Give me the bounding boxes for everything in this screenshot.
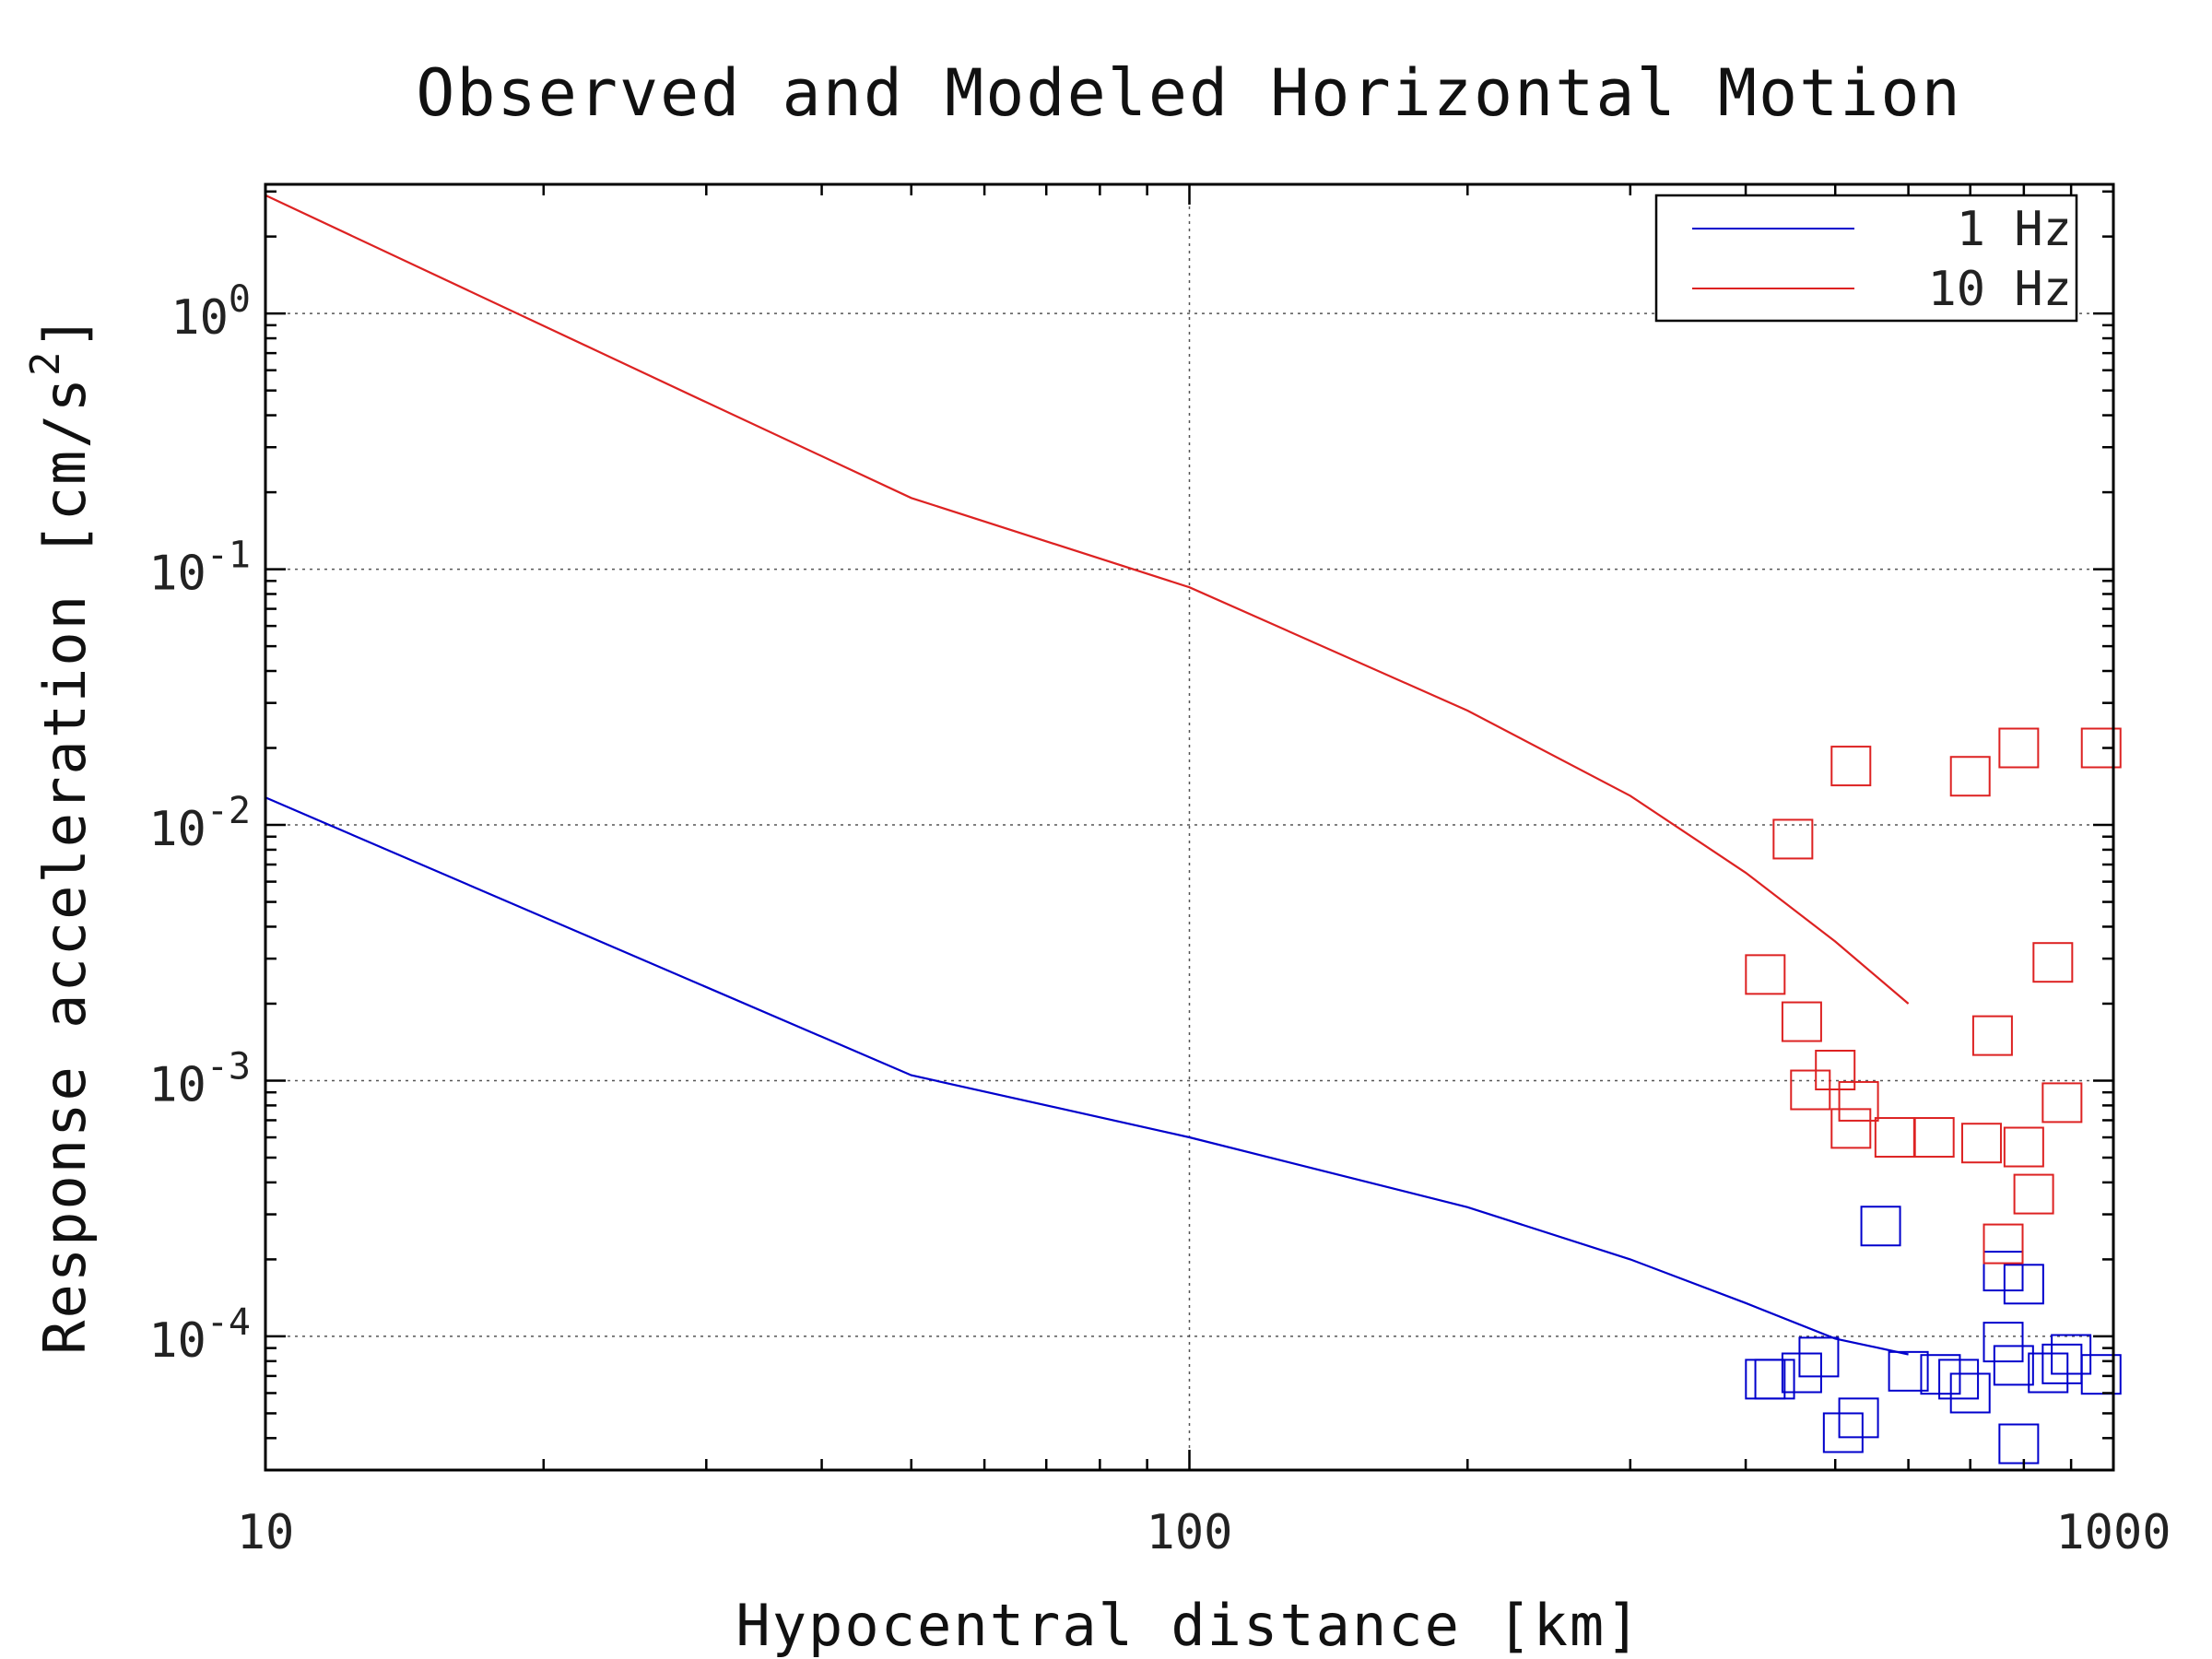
data-point-10hz <box>1815 1050 1856 1091</box>
data-point-1hz <box>1888 1350 1929 1392</box>
data-point-1hz <box>1838 1397 1879 1439</box>
data-point-1hz <box>2041 1343 2083 1384</box>
y-tick-label: 10-2 <box>148 790 251 857</box>
y-tick-label: 100 <box>171 278 251 346</box>
data-point-10hz <box>2080 727 2122 769</box>
data-point-10hz <box>1781 1001 1822 1042</box>
data-point-1hz <box>2003 1264 2044 1305</box>
series-line-10hz <box>265 194 1910 1005</box>
x-tick-label: 100 <box>1147 1505 1233 1560</box>
data-point-10hz <box>2013 1173 2054 1215</box>
x-axis-label: Hypocentral distance [km] <box>735 1592 1641 1659</box>
y-tick-label: 10-3 <box>148 1045 251 1112</box>
data-point-1hz <box>1938 1359 1980 1400</box>
data-point-10hz <box>2003 1126 2044 1168</box>
data-point-10hz <box>1949 756 1991 797</box>
plot-series <box>265 194 2122 1465</box>
data-point-10hz <box>1830 1108 1872 1149</box>
chart-title: Observed and Modeled Horizontal Motion <box>416 55 1961 131</box>
y-axis-label: Response acceleration [cm/s2] <box>22 313 99 1355</box>
y-tick-label: 10-1 <box>148 535 251 602</box>
data-point-10hz <box>1745 954 1786 995</box>
axis-ticks <box>264 184 2115 1472</box>
legend-box <box>1654 194 2078 323</box>
data-point-10hz <box>1838 1080 1879 1122</box>
data-point-10hz <box>1983 1223 2024 1265</box>
data-point-10hz <box>1998 727 2040 769</box>
legend-label-1hz: 1 Hz <box>1957 202 2072 257</box>
data-point-1hz <box>1822 1412 1864 1453</box>
x-tick-label: 10 <box>237 1505 295 1560</box>
data-point-1hz <box>1745 1359 1786 1400</box>
y-tick-label: 10-4 <box>148 1301 251 1369</box>
data-point-10hz <box>1913 1117 1955 1159</box>
data-point-1hz <box>1798 1336 1840 1378</box>
legend-label-10hz: 10 Hz <box>1927 262 2072 317</box>
y-axis-label-sup: 2 <box>22 349 69 376</box>
data-point-10hz <box>1772 818 1814 860</box>
data-point-1hz <box>1949 1372 1991 1414</box>
grid <box>265 184 2113 1470</box>
y-axis-label-main: Response acceleration [cm/s <box>31 376 99 1355</box>
data-point-10hz <box>1830 746 1872 787</box>
data-point-1hz <box>1781 1352 1822 1394</box>
x-tick-labels: 10 100 1000 <box>237 1505 2171 1560</box>
data-point-10hz <box>2041 1082 2083 1124</box>
y-tick-labels: 100 10-1 10-2 10-3 10-4 <box>148 278 251 1369</box>
data-point-10hz <box>1874 1117 1915 1159</box>
data-point-1hz <box>1998 1423 2040 1465</box>
data-point-1hz <box>1983 1251 2024 1292</box>
y-axis-label-end: ] <box>31 313 99 349</box>
data-point-10hz <box>1960 1123 2002 1164</box>
data-point-1hz <box>1860 1206 1901 1247</box>
data-point-10hz <box>1971 1015 2013 1056</box>
legend: 1 Hz 10 Hz <box>1654 194 2078 323</box>
data-point-10hz <box>2032 942 2074 983</box>
data-point-1hz <box>1993 1345 2034 1386</box>
data-point-1hz <box>2080 1354 2122 1395</box>
data-point-1hz <box>1983 1322 2024 1363</box>
series-line-1hz <box>265 796 1909 1356</box>
x-tick-label: 1000 <box>2055 1505 2171 1560</box>
data-point-1hz <box>1754 1359 1795 1400</box>
